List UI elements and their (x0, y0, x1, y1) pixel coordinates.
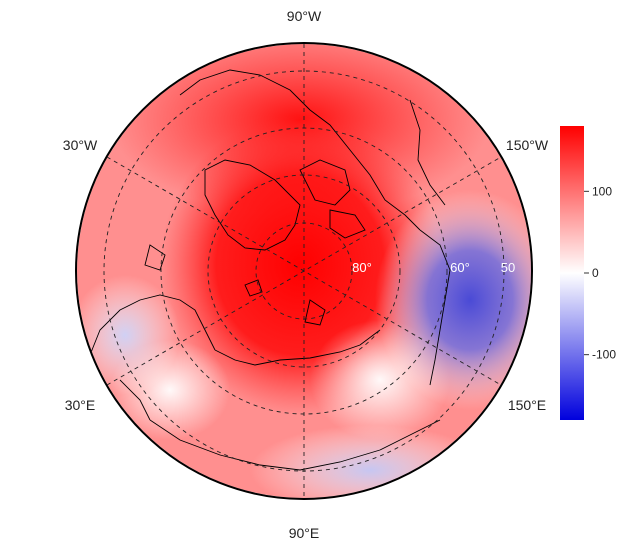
lon-label-upper-left: 30°W (63, 137, 98, 153)
meridian-30e-150w (106, 156, 502, 386)
colorbar-tick-label: -100 (592, 348, 616, 362)
colorbar-ramp (560, 126, 584, 420)
lat-label-60: 60° (450, 260, 470, 275)
colorbar-ticks: 100 0 -100 (584, 184, 616, 362)
graticule (103, 44, 505, 498)
map-boundary (75, 42, 533, 500)
colorbar: 100 0 -100 (560, 126, 616, 420)
lon-label-upper-right: 150°W (506, 137, 549, 153)
lat-label-50: 50 (501, 260, 515, 275)
lon-label-lower-right: 150°E (508, 397, 546, 413)
lon-label-top: 90°W (287, 8, 322, 24)
lon-label-lower-left: 30°E (65, 397, 96, 413)
coastlines (89, 69, 451, 471)
lon-label-bottom: 90°E (289, 525, 320, 541)
anomaly-field (77, 44, 531, 498)
colorbar-tick-label: 100 (592, 184, 612, 198)
lat-label-80: 80° (352, 260, 372, 275)
colorbar-tick-label: 0 (592, 266, 599, 280)
